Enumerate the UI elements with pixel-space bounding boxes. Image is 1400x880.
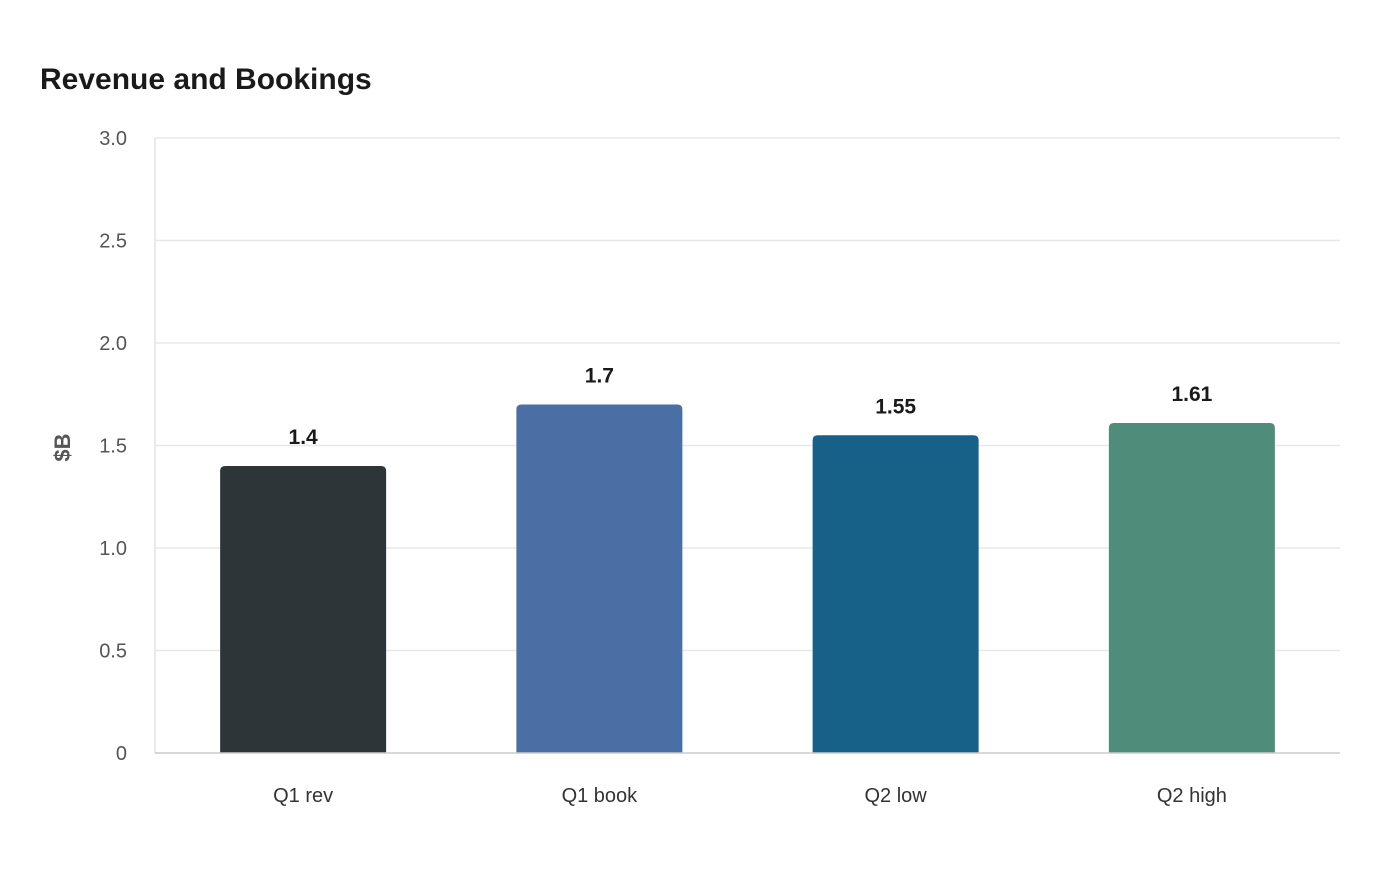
bar-3	[812, 435, 979, 753]
y-axis-title: $B	[50, 433, 75, 461]
y-tick-label: 2.5	[99, 231, 127, 253]
y-tick-label: 0.5	[99, 641, 127, 663]
x-tick-label: Q1 book	[562, 785, 639, 807]
x-tick-label: Q1 rev	[273, 785, 333, 807]
y-tick-label: 3.0	[99, 128, 127, 150]
chart-title: Revenue and Bookings	[40, 63, 372, 96]
bar-2	[516, 404, 683, 753]
y-tick-label: 1.0	[99, 538, 127, 560]
y-tick-label: 0	[116, 743, 127, 765]
y-tick-label: 1.5	[99, 436, 127, 458]
value-labels: 1.4 1.7 1.55 1.61	[289, 365, 1213, 450]
data-label: 1.4	[289, 426, 319, 449]
y-axis: 0 0.5 1.0 1.5 2.0 2.5 3.0	[99, 128, 156, 765]
bar-4	[1108, 422, 1275, 753]
data-label: 1.61	[1171, 383, 1212, 406]
data-label: 1.7	[585, 365, 614, 388]
x-tick-label: Q2 high	[1157, 785, 1227, 807]
bar-1	[220, 466, 387, 753]
x-axis: Q1 rev Q1 book Q2 low Q2 high	[155, 752, 1340, 807]
x-tick-label: Q2 low	[865, 785, 928, 807]
bars	[220, 404, 1275, 753]
y-tick-label: 2.0	[99, 333, 127, 355]
data-label: 1.55	[875, 395, 916, 418]
